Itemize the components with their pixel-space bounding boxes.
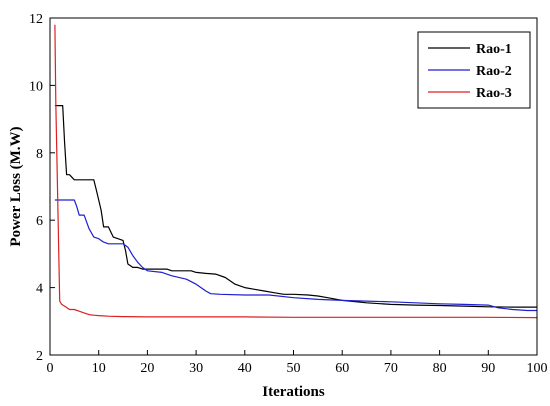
y-axis-title: Power Loss (M.W) (8, 126, 24, 246)
y-tick-label: 2 (36, 349, 43, 364)
x-tick-label: 30 (189, 361, 203, 376)
legend: Rao-1 Rao-2 Rao-3 (417, 31, 531, 109)
x-tick-label: 60 (335, 361, 349, 376)
x-tick-label: 90 (481, 361, 495, 376)
series-line-rao-2 (54, 199, 537, 312)
y-tick-label: 6 (36, 214, 43, 229)
x-axis-title: Iterations (262, 384, 325, 400)
y-tick-label: 8 (36, 147, 43, 162)
x-tick-label: 0 (47, 361, 54, 376)
y-tick-label: 10 (29, 79, 43, 94)
legend-label-rao-2: Rao-2 (476, 64, 512, 79)
legend-label-rao-1: Rao-1 (476, 42, 512, 57)
x-tick-label: 40 (238, 361, 252, 376)
x-tick-label: 10 (92, 361, 106, 376)
series-line-rao-3 (54, 24, 538, 319)
x-tick-label: 80 (433, 361, 447, 376)
x-axis-ticks: 0 10 20 30 40 50 60 70 80 90 100 (47, 350, 548, 376)
legend-label-rao-3: Rao-3 (476, 86, 512, 101)
y-tick-label: 12 (29, 12, 43, 27)
x-tick-label: 50 (287, 361, 301, 376)
plot-lines (54, 24, 538, 319)
y-tick-label: 4 (36, 282, 43, 297)
y-axis-ticks: 2 4 6 8 10 12 (29, 12, 55, 364)
x-tick-label: 100 (527, 361, 548, 376)
x-tick-label: 70 (384, 361, 398, 376)
x-tick-label: 20 (140, 361, 154, 376)
